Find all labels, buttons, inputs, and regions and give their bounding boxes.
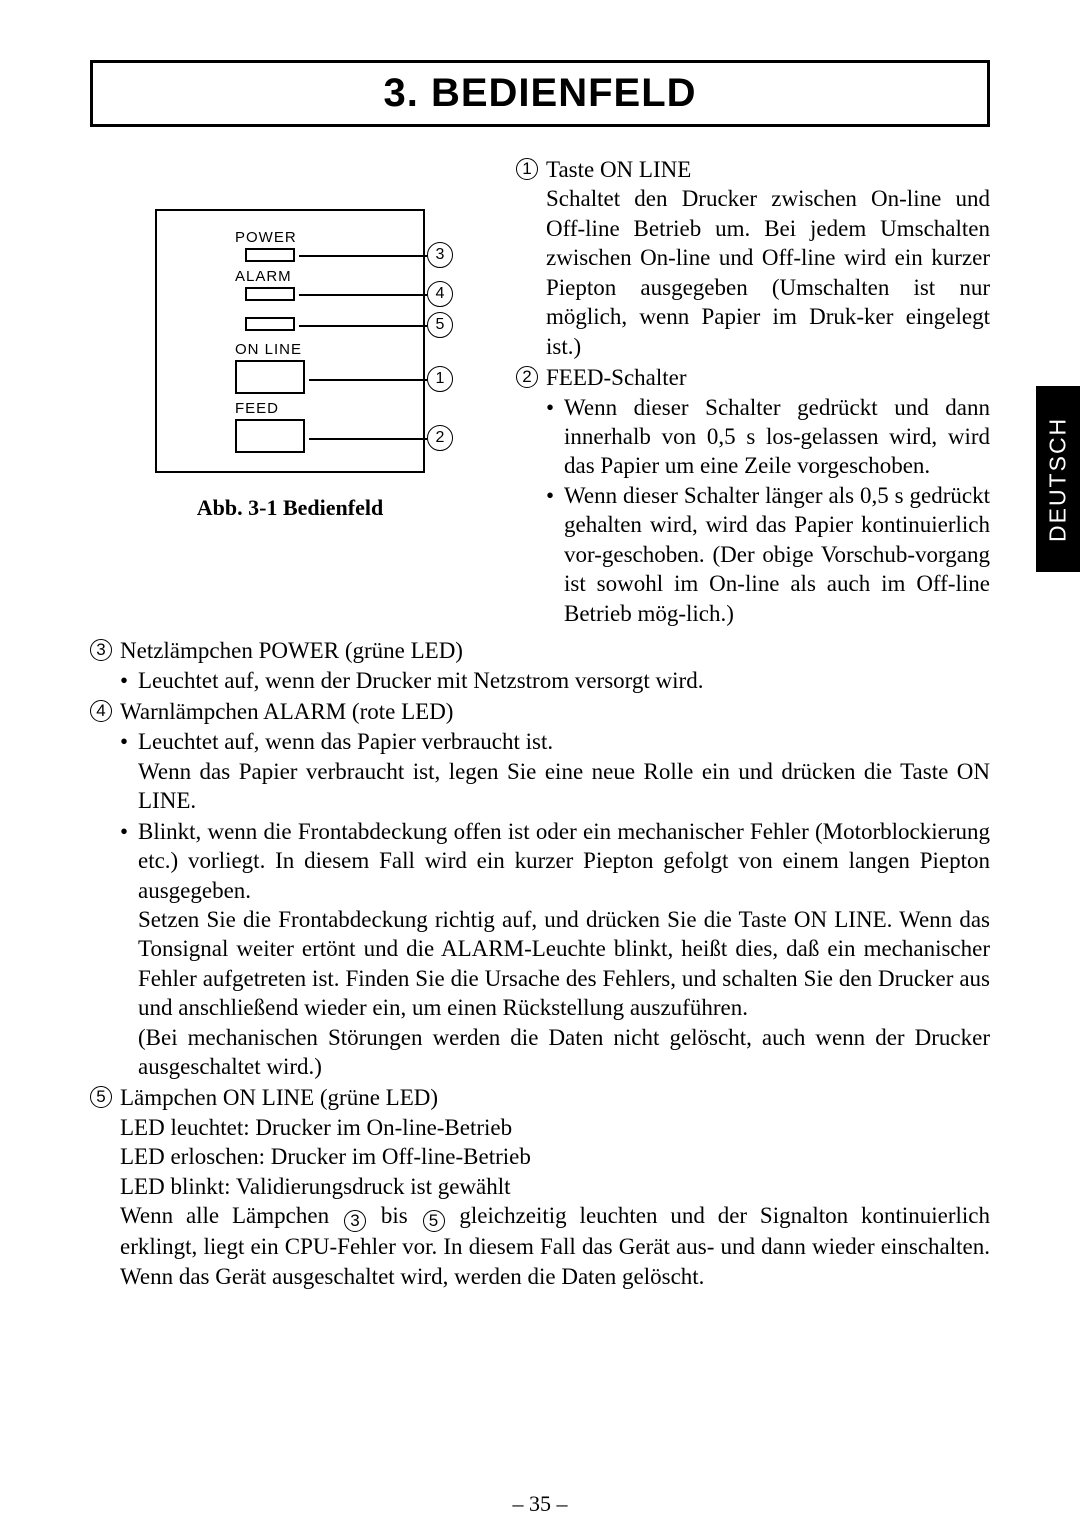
figure-column: POWER 3 ALARM 4 5 ON LINE bbox=[90, 155, 490, 630]
body-list: 3 Netzlämpchen POWER (grüne LED) • Leuch… bbox=[90, 636, 990, 1291]
item-5-line-2: LED erloschen: Drucker im Off-line-Betri… bbox=[120, 1142, 990, 1171]
bullet-icon: • bbox=[546, 393, 564, 481]
button-feed bbox=[235, 419, 305, 453]
item-5-line-3: LED blinkt: Validierungsdruck ist gewähl… bbox=[120, 1172, 990, 1201]
callout-2: 2 bbox=[427, 425, 453, 451]
item-number-1: 1 bbox=[516, 158, 538, 180]
bullet-icon: • bbox=[120, 817, 138, 1082]
item-4-bullet-2c: (Bei mechanischen Störungen werden die D… bbox=[138, 1023, 990, 1082]
item-4-title: Warnlämpchen ALARM (rote LED) bbox=[120, 697, 990, 726]
bullet-icon: • bbox=[120, 666, 138, 695]
item-number-4: 4 bbox=[90, 700, 112, 722]
item-3-title: Netzlämpchen POWER (grüne LED) bbox=[120, 636, 990, 665]
item-4-bullet-1a: Leuchtet auf, wenn das Papier verbraucht… bbox=[138, 727, 990, 756]
callout-4: 4 bbox=[427, 281, 453, 307]
led-power bbox=[245, 248, 295, 262]
inline-ref-5: 5 bbox=[423, 1210, 445, 1232]
page-number: – 35 – bbox=[0, 1491, 1080, 1517]
item-2-bullet-2: Wenn dieser Schalter länger als 0,5 s ge… bbox=[564, 481, 990, 628]
figure-caption: Abb. 3-1 Bedienfeld bbox=[90, 495, 490, 521]
item-1-title: Taste ON LINE bbox=[546, 155, 990, 184]
item-3-bullet-1: Leuchtet auf, wenn der Drucker mit Netzs… bbox=[138, 666, 990, 695]
section-title: 3. BEDIENFELD bbox=[107, 71, 973, 116]
label-feed: FEED bbox=[235, 400, 405, 417]
item-number-5: 5 bbox=[90, 1086, 112, 1108]
item-4-bullet-2a: Blinkt, wenn die Frontabdeckung offen is… bbox=[138, 817, 990, 905]
description-column: 1 Taste ON LINE Schaltet den Drucker zwi… bbox=[516, 155, 990, 630]
callout-3: 3 bbox=[427, 242, 453, 268]
item-number-2: 2 bbox=[516, 366, 538, 388]
item-5-line-1: LED leuchtet: Drucker im On-line-Betrieb bbox=[120, 1113, 990, 1142]
item-1-body: Schaltet den Drucker zwischen On-line un… bbox=[546, 184, 990, 361]
language-tab: DEUTSCH bbox=[1036, 386, 1080, 572]
bullet-icon: • bbox=[120, 727, 138, 815]
item-5-title: Lämpchen ON LINE (grüne LED) bbox=[120, 1083, 990, 1112]
item-number-3: 3 bbox=[90, 639, 112, 661]
page-content: 3. BEDIENFELD POWER 3 ALARM 4 bbox=[90, 60, 990, 1460]
item-2-bullet-1: Wenn dieser Schalter gedrückt und dann i… bbox=[564, 393, 990, 481]
item-2-title: FEED-Schalter bbox=[546, 363, 990, 392]
item-4-bullet-1b: Wenn das Papier verbraucht ist, legen Si… bbox=[138, 757, 990, 816]
led-online bbox=[245, 317, 295, 331]
item-5-paragraph: Wenn alle Lämpchen 3 bis 5 gleichzeitig … bbox=[120, 1201, 990, 1291]
inline-ref-3: 3 bbox=[344, 1210, 366, 1232]
bullet-icon: • bbox=[546, 481, 564, 628]
callout-1: 1 bbox=[427, 366, 453, 392]
callout-5: 5 bbox=[427, 312, 453, 338]
label-power: POWER bbox=[235, 229, 405, 246]
label-alarm: ALARM bbox=[235, 268, 405, 285]
item-4-bullet-2b: Setzen Sie die Frontabdeckung richtig au… bbox=[138, 905, 990, 1023]
control-panel-diagram: POWER 3 ALARM 4 5 ON LINE bbox=[155, 209, 425, 473]
led-alarm bbox=[245, 287, 295, 301]
button-online bbox=[235, 360, 305, 394]
section-title-box: 3. BEDIENFELD bbox=[90, 60, 990, 127]
label-online: ON LINE bbox=[235, 341, 405, 358]
